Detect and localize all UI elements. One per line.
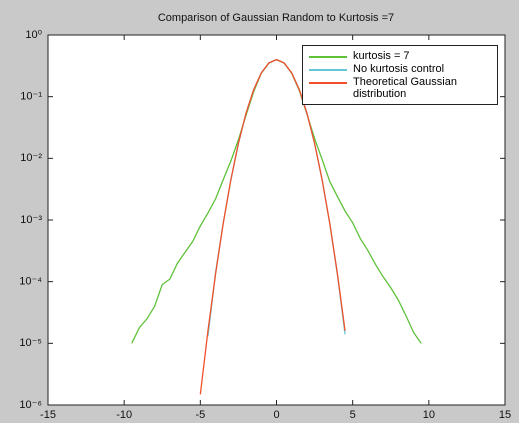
series-line [199, 58, 346, 395]
legend-label: Theoretical Gaussian distribution [353, 76, 457, 100]
x-tick-label: 15 [499, 409, 511, 421]
x-tick-label: 5 [350, 409, 356, 421]
y-tick-label: 10⁻⁴ [19, 276, 42, 288]
y-tick-label: 10⁻³ [20, 214, 42, 226]
legend-entry: No kurtosis control [307, 63, 493, 75]
x-tick-label: 0 [273, 409, 279, 421]
x-tick-label: 10 [423, 409, 435, 421]
legend-entry: kurtosis = 7 [307, 50, 493, 62]
x-tick-label: -10 [116, 409, 132, 421]
y-tick-label: 10⁰ [25, 29, 42, 41]
legend-label: No kurtosis control [353, 63, 445, 75]
y-tick-label: 10⁻¹ [20, 91, 42, 103]
x-tick-label: -5 [195, 409, 205, 421]
y-tick-label: 10⁻⁶ [19, 399, 42, 411]
x-tick-label: -15 [40, 409, 56, 421]
legend-label: kurtosis = 7 [353, 50, 410, 62]
y-tick-label: 10⁻⁵ [19, 337, 42, 349]
legend: kurtosis = 7 No kurtosis control Theoretic… [302, 45, 498, 105]
legend-swatch [309, 69, 347, 71]
y-tick-label: 10⁻² [20, 152, 42, 164]
chart-title: Comparison of Gaussian Random to Kurtosi… [158, 12, 394, 24]
legend-entry: Theoretical Gaussian distribution [307, 76, 493, 100]
legend-swatch [309, 82, 347, 84]
legend-swatch [309, 56, 347, 58]
